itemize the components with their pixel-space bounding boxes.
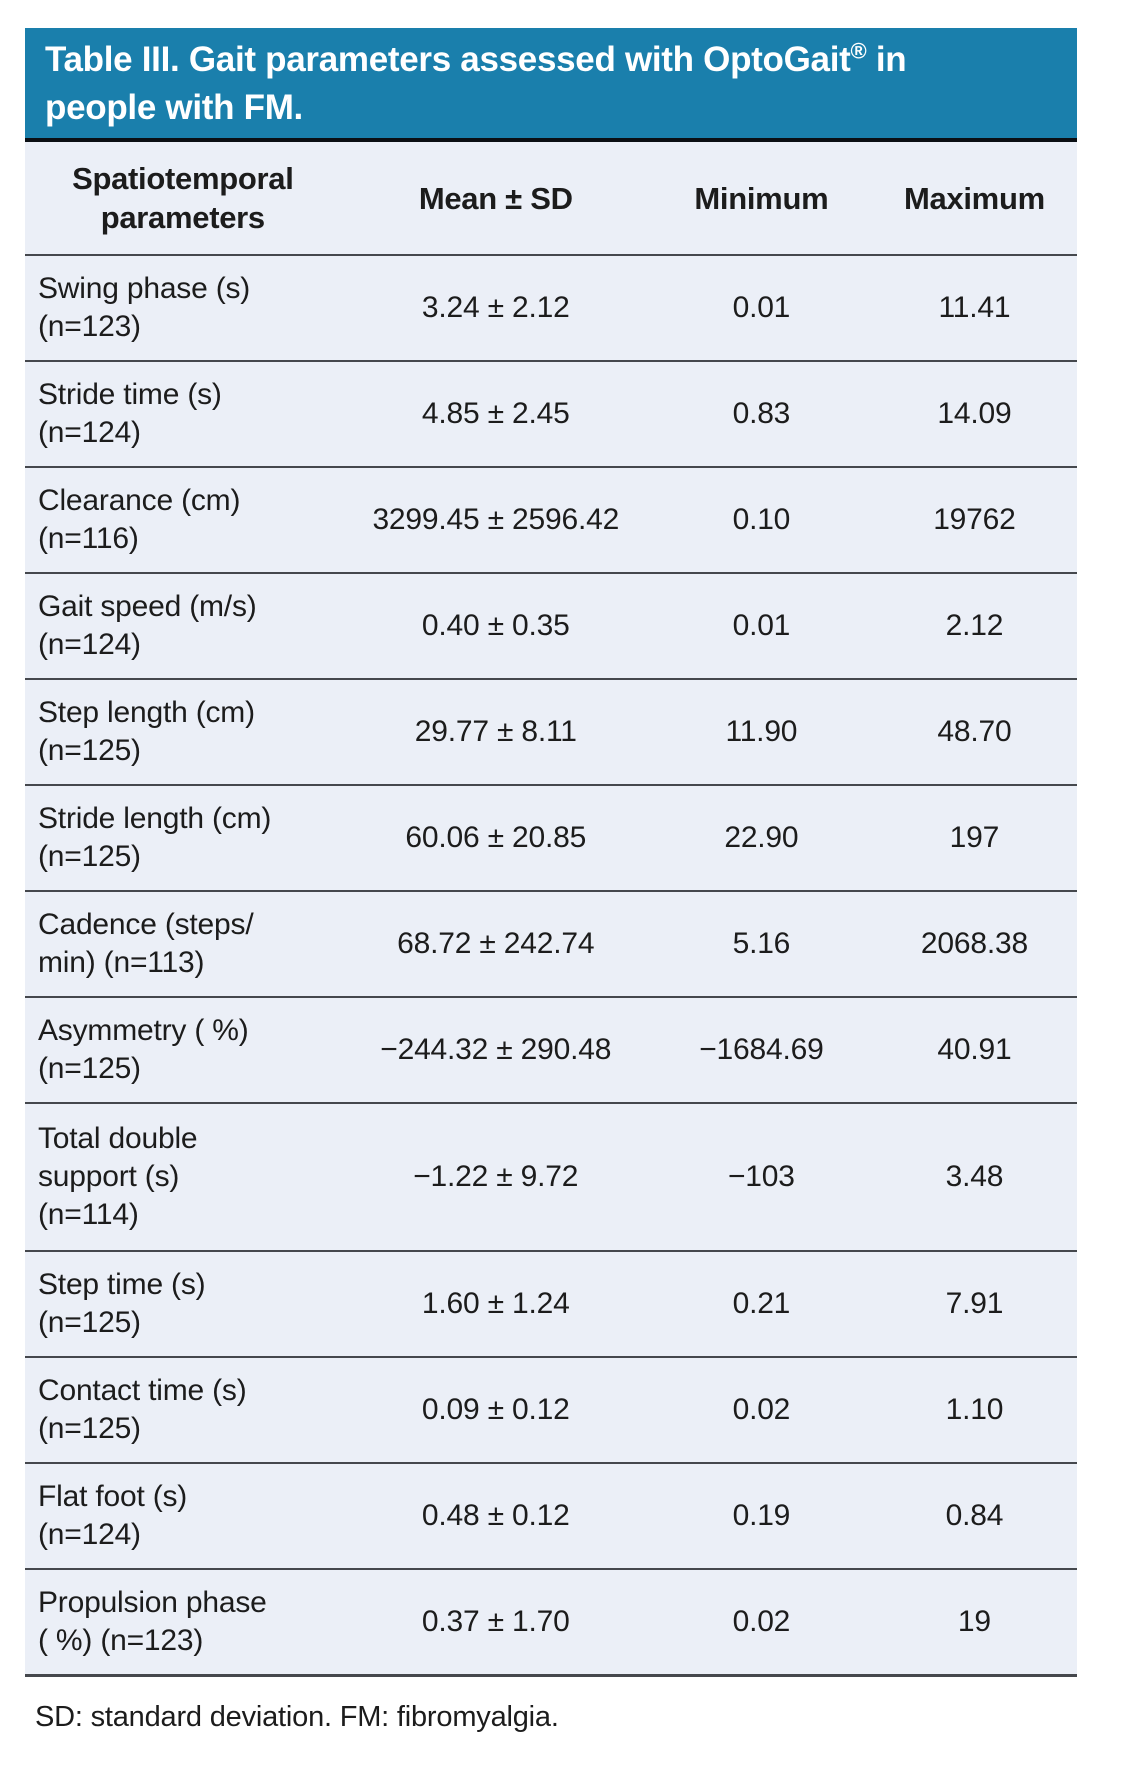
mean-sd-cell: 4.85 ± 2.45 (340, 360, 651, 467)
mean-sd-cell: 68.72 ± 242.74 (340, 890, 651, 997)
table-row: Clearance (cm) (n=116) 3299.45 ± 2596.42… (25, 466, 1077, 573)
maximum-cell: 11.41 (871, 254, 1077, 361)
minimum-cell: 0.02 (650, 1568, 872, 1675)
minimum-cell: 0.19 (650, 1462, 872, 1569)
maximum-cell: 2.12 (871, 572, 1077, 679)
table-row: Swing phase (s) (n=123) 3.24 ± 2.12 0.01… (25, 254, 1077, 361)
maximum-cell: 19 (871, 1568, 1077, 1675)
parameter-cell: Stride time (s) (n=124) (25, 360, 341, 467)
mean-sd-cell: 0.37 ± 1.70 (340, 1568, 651, 1675)
maximum-cell: 19762 (871, 466, 1077, 573)
header-row: Spatiotemporal parameters Mean ± SD Mini… (25, 142, 1077, 255)
maximum-cell: 0.84 (871, 1462, 1077, 1569)
parameter-cell: Step length (cm) (n=125) (25, 678, 341, 785)
parameter-cell: Stride length (cm) (n=125) (25, 784, 341, 891)
table-row: Stride time (s) (n=124) 4.85 ± 2.45 0.83… (25, 360, 1077, 467)
footnote: SD: standard deviation. FM: fibromyalgia… (35, 1700, 559, 1733)
maximum-cell: 2068.38 (871, 890, 1077, 997)
maximum-cell: 7.91 (871, 1250, 1077, 1357)
minimum-cell: 11.90 (650, 678, 872, 785)
maximum-cell: 48.70 (871, 678, 1077, 785)
table-row: Stride length (cm) (n=125) 60.06 ± 20.85… (25, 784, 1077, 891)
minimum-cell: −1684.69 (650, 996, 872, 1103)
mean-sd-cell: 3299.45 ± 2596.42 (340, 466, 651, 573)
table-row: Flat foot (s) (n=124) 0.48 ± 0.12 0.19 0… (25, 1462, 1077, 1569)
mean-sd-cell: 3.24 ± 2.12 (340, 254, 651, 361)
mean-sd-cell: 29.77 ± 8.11 (340, 678, 651, 785)
col-header-maximum: Maximum (903, 180, 1045, 216)
minimum-cell: 0.01 (650, 254, 872, 361)
parameter-cell: Step time (s) (n=125) (25, 1250, 341, 1357)
table-row: Cadence (steps/ min) (n=113) 68.72 ± 242… (25, 890, 1077, 997)
minimum-cell: −103 (650, 1102, 872, 1251)
minimum-cell: 0.10 (650, 466, 872, 573)
maximum-cell: 197 (871, 784, 1077, 891)
parameter-cell: Swing phase (s) (n=123) (25, 254, 341, 361)
minimum-cell: 0.21 (650, 1250, 872, 1357)
table-title-text-start: Table III. Gait parameters assessed with… (45, 40, 851, 79)
parameter-cell: Gait speed (m/s) (n=124) (25, 572, 341, 679)
maximum-cell: 1.10 (871, 1356, 1077, 1463)
mean-sd-cell: 0.09 ± 0.12 (340, 1356, 651, 1463)
registered-trademark-icon: ® (850, 38, 867, 64)
col-header-minimum: Minimum (694, 180, 829, 216)
parameter-cell: Clearance (cm) (n=116) (25, 466, 341, 573)
mean-sd-cell: −244.32 ± 290.48 (340, 996, 651, 1103)
table-row: Propulsion phase ( %) (n=123) 0.37 ± 1.7… (25, 1568, 1077, 1675)
col-header-mean-sd: Mean ± SD (418, 180, 573, 216)
parameter-cell: Cadence (steps/ min) (n=113) (25, 890, 341, 997)
minimum-cell: 0.02 (650, 1356, 872, 1463)
maximum-cell: 40.91 (871, 996, 1077, 1103)
parameter-cell: Asymmetry ( %) (n=125) (25, 996, 341, 1103)
table-row: Step length (cm) (n=125) 29.77 ± 8.11 11… (25, 678, 1077, 785)
minimum-cell: 5.16 (650, 890, 872, 997)
maximum-cell: 14.09 (871, 360, 1077, 467)
mean-sd-cell: 1.60 ± 1.24 (340, 1250, 651, 1357)
mean-sd-cell: −1.22 ± 9.72 (340, 1102, 651, 1251)
minimum-cell: 22.90 (650, 784, 872, 891)
table-row: Contact time (s) (n=125) 0.09 ± 0.12 0.0… (25, 1356, 1077, 1463)
maximum-cell: 3.48 (871, 1102, 1077, 1251)
mean-sd-cell: 0.40 ± 0.35 (340, 572, 651, 679)
table-row: Total double support (s) (n=114) −1.22 ±… (25, 1102, 1077, 1251)
table-title-text-end: in people with FM. (45, 40, 907, 127)
gait-parameters-table-card: Table III. Gait parameters assessed with… (25, 28, 1077, 1677)
gait-parameters-table: Spatiotemporal parameters Mean ± SD Mini… (25, 142, 1077, 1677)
table-row: Step time (s) (n=125) 1.60 ± 1.24 0.21 7… (25, 1250, 1077, 1357)
parameter-cell: Contact time (s) (n=125) (25, 1356, 341, 1463)
parameter-cell: Propulsion phase ( %) (n=123) (25, 1568, 341, 1675)
table-row: Asymmetry ( %) (n=125) −244.32 ± 290.48 … (25, 996, 1077, 1103)
table-title: Table III. Gait parameters assessed with… (25, 28, 1077, 142)
minimum-cell: 0.83 (650, 360, 872, 467)
table-row: Gait speed (m/s) (n=124) 0.40 ± 0.35 0.0… (25, 572, 1077, 679)
minimum-cell: 0.01 (650, 572, 872, 679)
parameter-cell: Total double support (s) (n=114) (25, 1102, 341, 1251)
mean-sd-cell: 60.06 ± 20.85 (340, 784, 651, 891)
parameter-cell: Flat foot (s) (n=124) (25, 1462, 341, 1569)
col-header-spatiotemporal-parameters: Spatiotemporal parameters (72, 161, 294, 235)
mean-sd-cell: 0.48 ± 0.12 (340, 1462, 651, 1569)
